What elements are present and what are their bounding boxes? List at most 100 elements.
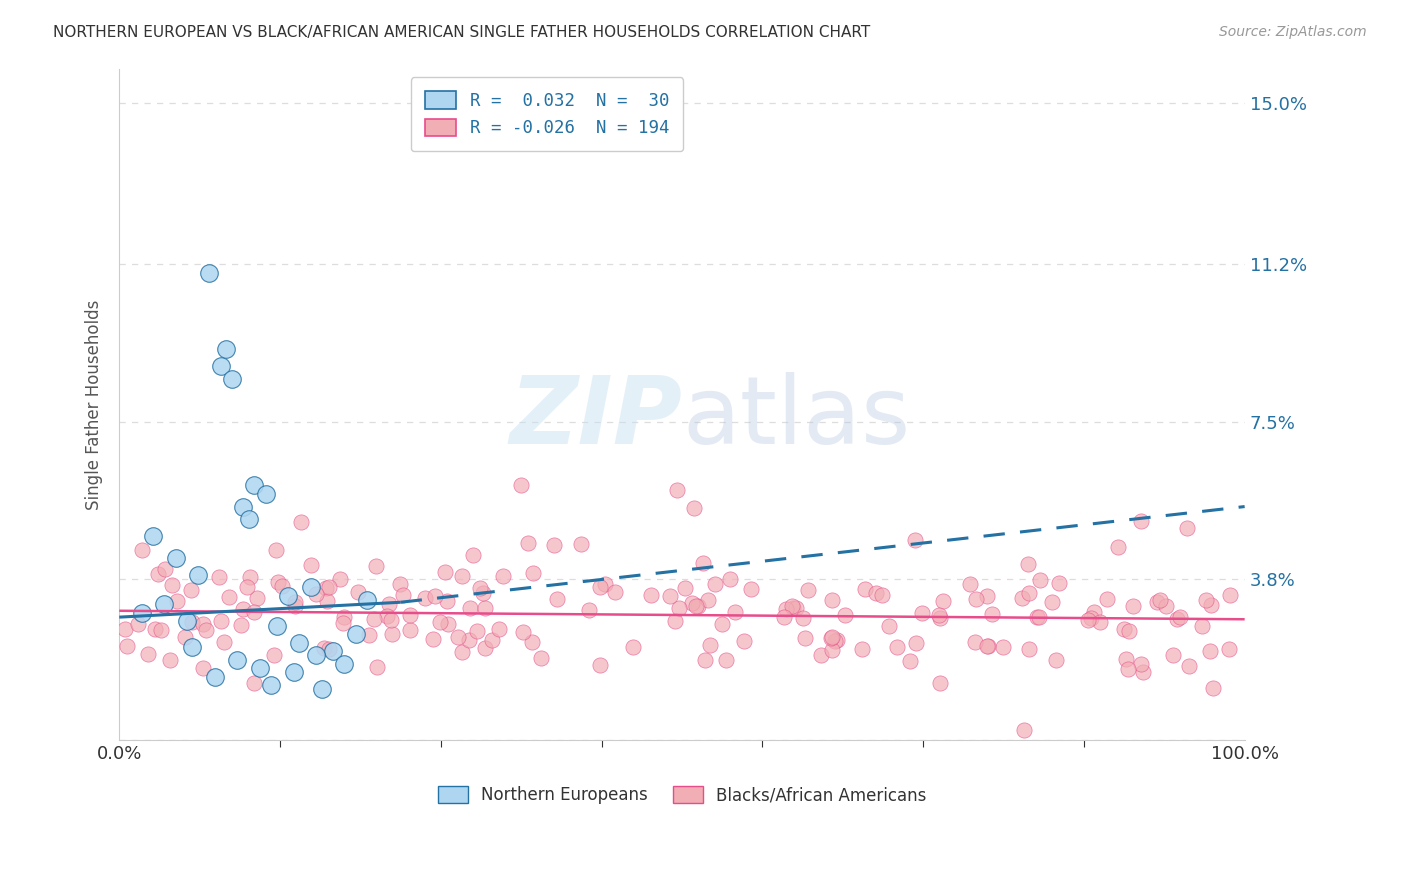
Point (312, 640, 335, 655)
Point (1112, 622, 1135, 636)
Point (465, 624, 488, 638)
Point (260, 678, 283, 692)
Point (311, 682, 333, 697)
Point (683, 501, 706, 516)
Point (146, 567, 169, 582)
Point (821, 631, 844, 645)
Point (474, 601, 496, 615)
Point (1199, 644, 1222, 658)
Point (229, 618, 252, 632)
Point (704, 577, 727, 591)
Point (886, 640, 908, 654)
Point (699, 638, 721, 652)
Point (1018, 586, 1040, 600)
Point (318, 642, 340, 657)
Point (1083, 605, 1105, 619)
Point (1166, 612, 1188, 626)
Point (543, 538, 565, 552)
Point (1146, 594, 1168, 608)
Point (447, 630, 470, 644)
Point (668, 600, 690, 615)
Point (530, 651, 553, 665)
Point (181, 640, 204, 654)
Point (266, 618, 288, 632)
Point (263, 648, 285, 663)
Point (810, 648, 832, 662)
Point (304, 587, 326, 601)
Point (1202, 681, 1225, 695)
Point (381, 627, 404, 641)
Point (209, 614, 232, 628)
Point (785, 601, 807, 615)
Point (136, 647, 159, 661)
Point (870, 589, 893, 603)
Point (194, 623, 217, 637)
Point (782, 600, 804, 615)
Point (965, 635, 987, 649)
Point (1163, 648, 1185, 662)
Point (1029, 574, 1052, 588)
Point (1122, 599, 1144, 614)
Point (977, 639, 1000, 653)
Point (142, 529, 165, 543)
Point (238, 512, 260, 526)
Point (333, 610, 356, 624)
Point (212, 634, 235, 648)
Point (711, 617, 734, 632)
Point (1077, 613, 1099, 627)
Point (865, 586, 887, 600)
Point (929, 610, 952, 624)
Point (664, 614, 686, 628)
Point (928, 608, 950, 623)
Point (434, 566, 457, 580)
Point (436, 594, 458, 608)
Point (115, 640, 138, 654)
Point (492, 569, 515, 583)
Point (900, 654, 922, 668)
Point (595, 576, 617, 591)
Point (520, 634, 543, 648)
Point (1219, 589, 1241, 603)
Point (775, 601, 797, 615)
Point (380, 613, 402, 627)
Point (458, 601, 481, 615)
Point (267, 574, 290, 589)
Point (366, 659, 388, 673)
Point (991, 640, 1014, 655)
Point (153, 562, 176, 576)
Point (792, 610, 814, 624)
Point (821, 592, 844, 607)
Legend: Northern Europeans, Blacks/African Americans: Northern Europeans, Blacks/African Ameri… (429, 778, 935, 813)
Point (797, 583, 820, 598)
Point (621, 640, 644, 654)
Point (578, 602, 600, 616)
Point (221, 372, 243, 386)
Point (820, 632, 842, 646)
Point (1115, 652, 1137, 666)
Point (488, 622, 510, 636)
Point (603, 585, 626, 599)
Point (673, 581, 696, 595)
Point (696, 593, 718, 607)
Point (399, 624, 422, 638)
Point (1095, 591, 1118, 606)
Point (481, 633, 503, 648)
Point (283, 665, 305, 680)
Point (131, 606, 153, 620)
Point (718, 572, 741, 586)
Point (264, 542, 287, 557)
Point (692, 557, 714, 571)
Point (1149, 592, 1171, 607)
Point (437, 616, 460, 631)
Point (1017, 558, 1039, 572)
Point (1026, 610, 1049, 624)
Point (226, 653, 249, 667)
Point (780, 599, 803, 613)
Point (305, 648, 328, 663)
Point (517, 536, 540, 550)
Point (127, 616, 149, 631)
Point (546, 591, 568, 606)
Text: atlas: atlas (682, 372, 910, 464)
Point (458, 633, 481, 648)
Point (299, 558, 322, 572)
